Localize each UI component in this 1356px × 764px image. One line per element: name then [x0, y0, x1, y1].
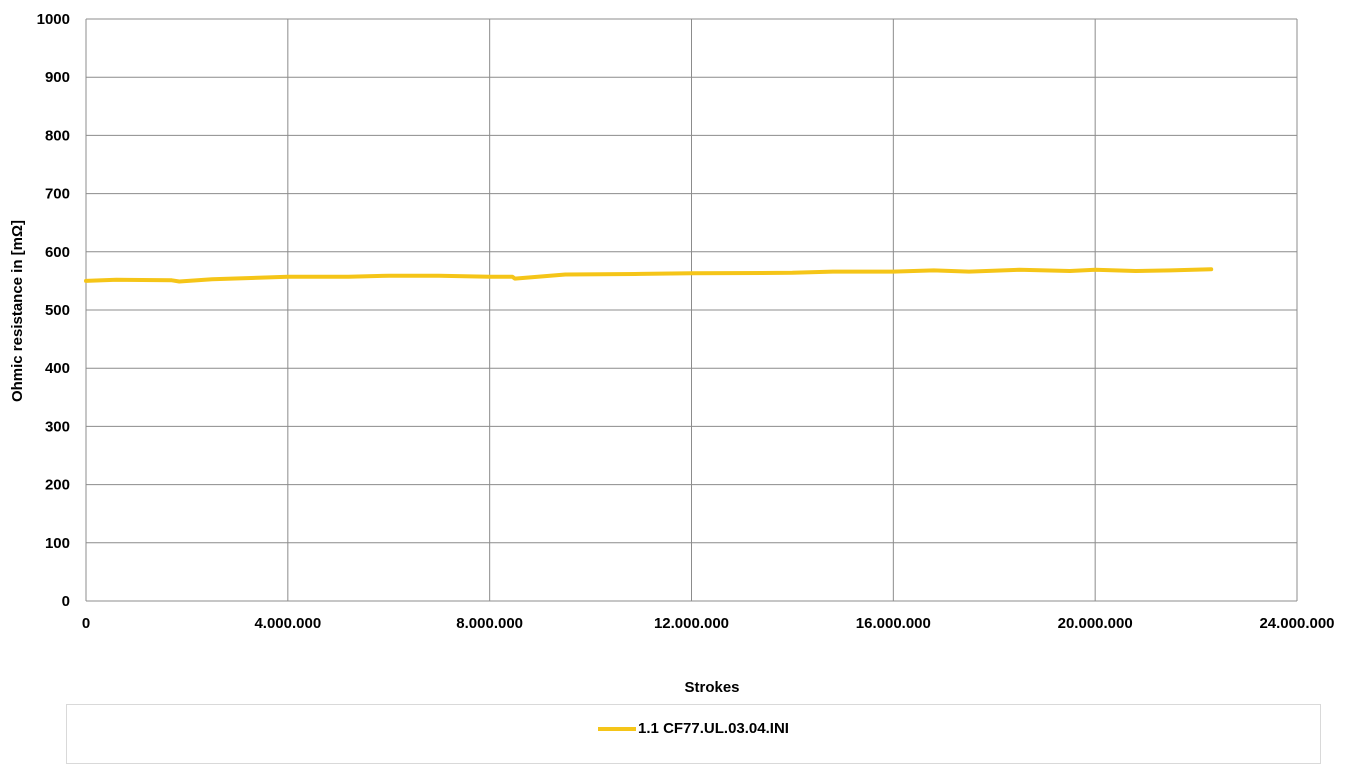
y-tick-label: 200 — [45, 477, 70, 494]
y-tick-label: 400 — [45, 360, 70, 377]
y-tick-label: 600 — [45, 244, 70, 261]
y-tick-label: 300 — [45, 418, 70, 435]
y-axis-ticks: 0 100 200 300 400 500 600 700 800 900 1000 — [37, 11, 70, 610]
y-tick-label: 700 — [45, 186, 70, 203]
y-tick-label: 500 — [45, 302, 70, 319]
legend-entry: 1.1 CF77.UL.03.04.INI — [67, 720, 1320, 737]
x-tick-label: 16.000.000 — [856, 615, 931, 632]
x-tick-label: 8.000.000 — [456, 615, 523, 632]
x-tick-label: 20.000.000 — [1058, 615, 1133, 632]
y-tick-label: 800 — [45, 127, 70, 144]
x-axis-title: Strokes — [684, 679, 739, 696]
y-tick-label: 0 — [62, 593, 70, 610]
x-tick-label: 0 — [82, 615, 90, 632]
series-lines — [84, 267, 1214, 284]
series-line — [84, 267, 1214, 284]
grid-lines — [85, 18, 1298, 602]
x-tick-label: 12.000.000 — [654, 615, 729, 632]
y-axis-title: Ohmic resistance in [mΩ] — [9, 220, 26, 402]
legend-label: 1.1 CF77.UL.03.04.INI — [638, 720, 789, 737]
legend-swatch-line — [598, 726, 637, 731]
x-tick-label: 24.000.000 — [1259, 615, 1334, 632]
y-tick-label: 1000 — [37, 11, 70, 28]
y-tick-label: 900 — [45, 69, 70, 86]
x-axis-ticks: 0 4.000.000 8.000.000 12.000.000 16.000.000 2… — [82, 615, 1335, 632]
x-tick-label: 4.000.000 — [254, 615, 321, 632]
line-chart: 0 100 200 300 400 500 600 700 800 900 1000 0 4.000.… — [9, 11, 1335, 696]
y-tick-label: 100 — [45, 535, 70, 552]
legend: 1.1 CF77.UL.03.04.INI — [66, 704, 1321, 764]
